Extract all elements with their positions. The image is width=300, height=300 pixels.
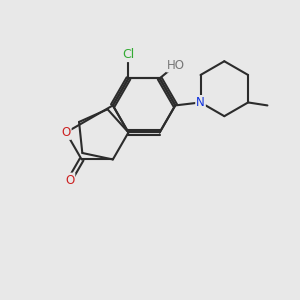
Text: Cl: Cl xyxy=(122,48,135,61)
Text: O: O xyxy=(61,126,71,139)
Text: HO: HO xyxy=(167,58,185,71)
Text: N: N xyxy=(196,96,205,109)
Text: O: O xyxy=(65,174,74,187)
